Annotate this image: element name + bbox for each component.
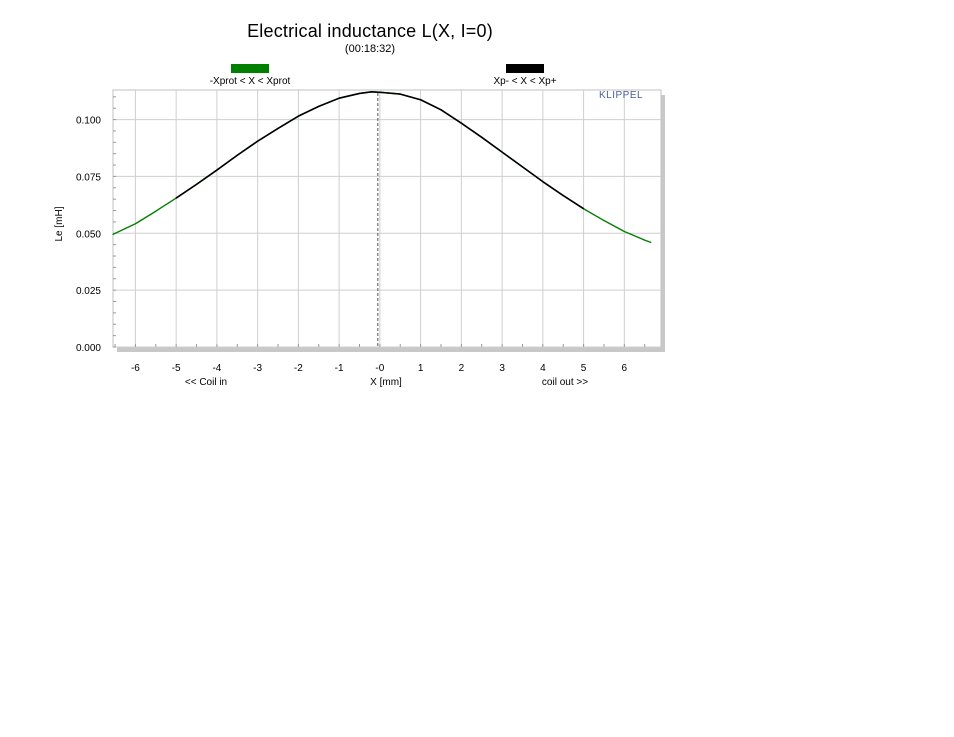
klippel-logo: KLIPPEL bbox=[599, 90, 644, 101]
series-1-point bbox=[542, 181, 544, 183]
legend-swatch-green bbox=[231, 64, 269, 73]
series-0-point bbox=[134, 223, 137, 225]
series-1-point bbox=[399, 93, 401, 95]
series-1-point bbox=[175, 197, 177, 199]
series-1-point bbox=[521, 166, 524, 168]
x-tick-label: -2 bbox=[294, 363, 303, 374]
series-1-point bbox=[236, 154, 238, 156]
legend-swatch-black bbox=[506, 64, 544, 73]
series-1-point bbox=[379, 91, 381, 93]
x-tick-label: -1 bbox=[335, 363, 344, 374]
x-tick-label: -3 bbox=[253, 363, 262, 374]
x-tick-label: 3 bbox=[499, 363, 505, 374]
chart-subtitle: (00:18:32) bbox=[344, 43, 396, 55]
y-tick-label: 0.075 bbox=[76, 172, 101, 183]
series-1-point bbox=[216, 169, 218, 171]
series-0-point bbox=[644, 239, 646, 241]
y-tick-label: 0.000 bbox=[76, 343, 101, 354]
chart-title: Electrical inductance L(X, I=0) bbox=[247, 21, 493, 41]
y-tick-label: 0.100 bbox=[76, 116, 101, 127]
x-tick-label: -4 bbox=[212, 363, 221, 374]
x-tick-label: -0 bbox=[375, 363, 384, 374]
series-layer bbox=[112, 91, 652, 244]
series-0-point bbox=[650, 241, 652, 243]
series-1-point bbox=[318, 105, 320, 107]
x-tick-label: -5 bbox=[172, 363, 181, 374]
series-1-point bbox=[358, 92, 361, 95]
series-0-point bbox=[155, 210, 157, 212]
series-1-point bbox=[371, 91, 373, 93]
series-1-point bbox=[297, 115, 299, 117]
legend-entry-peak-range: Xp- < X < Xp+ bbox=[455, 64, 595, 87]
x-tick-label: 5 bbox=[581, 363, 587, 374]
x-tick-label: 4 bbox=[540, 363, 546, 374]
series-0-point bbox=[623, 230, 625, 233]
series-1-point bbox=[277, 127, 279, 130]
x-tick-label: 6 bbox=[622, 363, 628, 374]
grid bbox=[113, 90, 661, 348]
x-tick-label: -6 bbox=[131, 363, 140, 374]
series-1-point bbox=[582, 208, 585, 210]
series-0-point bbox=[603, 219, 605, 222]
series-1-point bbox=[195, 183, 198, 185]
y-axis-label: Le [mH] bbox=[54, 206, 65, 241]
legend-label: -Xprot < X < Xprot bbox=[209, 76, 291, 87]
series-1-point bbox=[481, 136, 483, 138]
plot-area bbox=[112, 89, 662, 348]
x-tick-label: 2 bbox=[459, 363, 465, 374]
series-1-point bbox=[257, 140, 259, 142]
y-tick-label: 0.025 bbox=[76, 286, 101, 297]
x-axis-right-note: coil out >> bbox=[542, 377, 588, 388]
x-axis-left-note: << Coil in bbox=[185, 377, 227, 388]
series-line-1 bbox=[175, 91, 585, 210]
legend-label: Xp- < X < Xp+ bbox=[493, 76, 557, 87]
legend-entry-protected-range: -Xprot < X < Xprot bbox=[180, 64, 320, 87]
x-axis-label: X [mm] bbox=[370, 377, 402, 388]
series-1-point bbox=[460, 122, 462, 124]
minor-ticks bbox=[113, 96, 646, 348]
series-1-point bbox=[501, 151, 503, 153]
series-1-point bbox=[338, 97, 340, 99]
x-tick-labels: -6 -5 -4 -3 -2 -1 -0 1 2 3 4 5 6 bbox=[131, 363, 628, 374]
x-tick-label: 1 bbox=[418, 363, 424, 374]
y-tick-label: 0.050 bbox=[76, 229, 101, 240]
series-0-point bbox=[112, 233, 114, 236]
series-1-point bbox=[562, 194, 564, 197]
series-1-point bbox=[420, 99, 422, 101]
y-tick-labels: 0.000 0.025 0.050 0.075 0.100 bbox=[76, 116, 101, 354]
series-1-point bbox=[440, 109, 442, 111]
